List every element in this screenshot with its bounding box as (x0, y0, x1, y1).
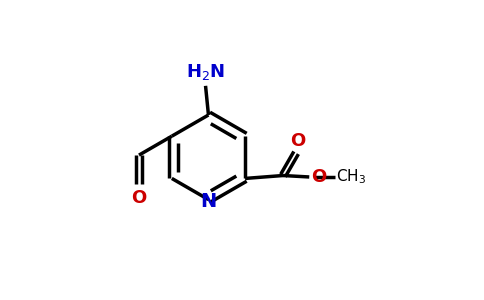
Text: O: O (311, 168, 326, 186)
Text: O: O (131, 189, 147, 207)
Text: N: N (200, 191, 216, 211)
Text: H$_2$N: H$_2$N (186, 62, 225, 82)
Text: O: O (290, 132, 305, 150)
Text: CH$_3$: CH$_3$ (336, 168, 366, 186)
